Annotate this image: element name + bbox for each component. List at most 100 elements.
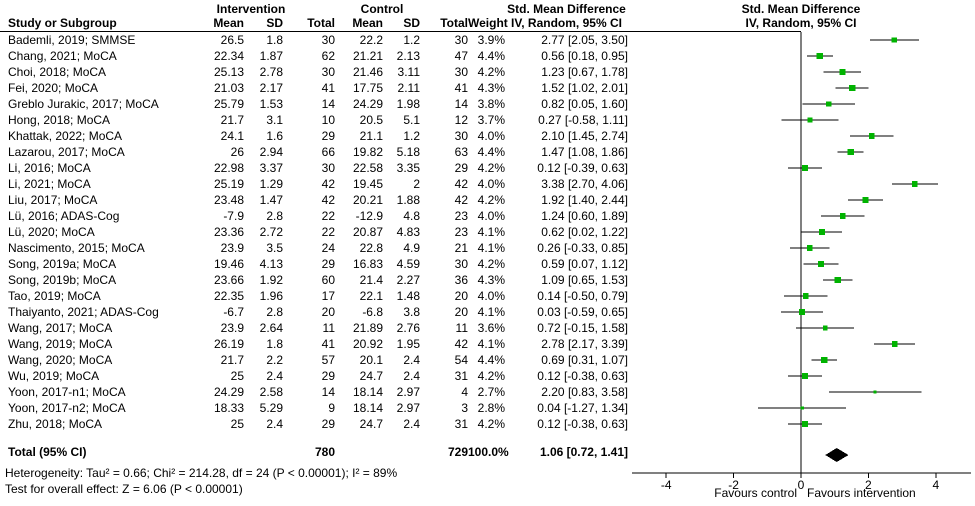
intervention-total: 30: [321, 161, 335, 175]
control-sd: 1.98: [396, 97, 420, 111]
study-row: Yoon, 2017-n2; MoCA 18.33 5.29 9 18.14 2.97 3 2…: [8, 400, 628, 416]
study-label: Lazarou, 2017; MoCA: [8, 145, 125, 159]
intervention-total: 60: [321, 273, 335, 287]
intervention-mean: 22.35: [213, 289, 244, 303]
header-study: Study or Subgroup: [8, 16, 117, 30]
overall-effect-note: Test for overall effect: Z = 6.06 (P < 0…: [5, 482, 243, 496]
intervention-sd: 2.8: [266, 209, 283, 223]
effect-marker: [891, 341, 898, 347]
intervention-mean: 21.03: [213, 81, 244, 95]
intervention-sd: 1.29: [259, 177, 283, 191]
effect-marker: [839, 213, 846, 219]
study-row: Yoon, 2017-n1; MoCA 24.29 2.58 14 18.14 2.97 4…: [8, 384, 628, 400]
study-row: Liu, 2017; MoCA 23.48 1.47 42 20.21 1.88 42 4.2…: [8, 192, 628, 208]
control-mean: 21.89: [352, 321, 383, 335]
intervention-sd: 2.4: [266, 369, 283, 383]
control-total: 23: [454, 225, 468, 239]
favours-control-label: Favours control: [714, 486, 797, 500]
intervention-mean: 21.7: [220, 113, 244, 127]
study-label: Bademli, 2019; SMMSE: [8, 33, 136, 47]
total-smd: 1.06 [0.72, 1.41]: [539, 445, 628, 459]
smd-ci-text: 0.72 [-0.15, 1.58]: [537, 321, 628, 335]
effect-marker: [807, 117, 813, 123]
study-row: Bademli, 2019; SMMSE 26.5 1.8 30 22.2 1.2 30 3.…: [8, 32, 628, 48]
intervention-total: 9: [328, 401, 335, 415]
study-label: Choi, 2018; MoCA: [8, 65, 107, 79]
weight-value: 4.4%: [477, 145, 505, 159]
control-sd: 4.9: [403, 241, 420, 255]
control-mean: 22.8: [359, 241, 383, 255]
control-sd: 1.48: [396, 289, 420, 303]
study-row: Li, 2021; MoCA 25.19 1.29 42 19.45 2 42 4.0% 3.3…: [8, 176, 628, 192]
plot-header-line2: IV, Random, 95% CI: [745, 16, 857, 30]
control-mean: 19.82: [352, 145, 383, 159]
effect-marker: [802, 293, 809, 299]
axis-tick-label: -4: [661, 478, 672, 492]
intervention-mean: 23.9: [220, 241, 244, 255]
intervention-mean: 26: [230, 145, 244, 159]
weight-value: 4.3%: [477, 81, 505, 95]
control-mean: 22.1: [359, 289, 383, 303]
control-sd: 2.97: [396, 385, 420, 399]
header-group-intervention: Intervention: [216, 2, 286, 16]
intervention-sd: 1.53: [259, 97, 283, 111]
intervention-total: 14: [321, 385, 335, 399]
smd-ci-text: 0.12 [-0.38, 0.63]: [537, 369, 628, 383]
intervention-sd: 1.8: [266, 33, 283, 47]
control-mean: 21.1: [359, 129, 383, 143]
control-mean: 18.14: [352, 385, 383, 399]
intervention-mean: 19.46: [213, 257, 244, 271]
intervention-sd: 3.5: [266, 241, 283, 255]
study-row: Wang, 2019; MoCA 26.19 1.8 41 20.92 1.95 42 4.1…: [8, 336, 628, 352]
intervention-total: 22: [321, 225, 335, 239]
smd-ci-text: 1.23 [0.67, 1.78]: [541, 65, 628, 79]
smd-ci-text: 0.56 [0.18, 0.95]: [541, 49, 628, 63]
control-total: 31: [454, 369, 468, 383]
study-label: Wu, 2019; MoCA: [8, 369, 100, 383]
forest-plot-svg: -4 -2 0 2 4 Favours control Favours interventi…: [632, 32, 971, 500]
study-label: Li, 2021; MoCA: [8, 177, 91, 191]
intervention-mean: 25.13: [213, 65, 244, 79]
control-total: 14: [454, 97, 468, 111]
control-sd: 1.88: [396, 193, 420, 207]
effect-marker: [862, 196, 869, 204]
smd-ci-text: 0.03 [-0.59, 0.65]: [537, 305, 628, 319]
control-mean: 19.45: [352, 177, 383, 191]
control-total: 30: [454, 33, 468, 47]
control-sd: 1.95: [396, 337, 420, 351]
effect-marker: [891, 37, 898, 43]
control-sd: 3.11: [397, 65, 420, 79]
effect-marker: [802, 164, 809, 172]
weight-value: 4.2%: [477, 193, 505, 207]
control-total: 30: [454, 129, 468, 143]
study-label: Lü, 2016; ADAS-Cog: [8, 209, 120, 223]
effect-marker: [800, 406, 805, 410]
control-mean: 24.7: [359, 369, 383, 383]
control-sd: 2: [413, 177, 420, 191]
effect-marker: [799, 309, 805, 315]
control-total: 12: [454, 113, 468, 127]
study-label: Thaiyanto, 2021; ADAS-Cog: [8, 305, 159, 319]
weight-value: 2.7%: [477, 385, 505, 399]
smd-ci-text: 3.38 [2.70, 4.06]: [541, 177, 628, 191]
control-mean: 20.1: [359, 353, 383, 367]
intervention-total: 41: [321, 81, 335, 95]
intervention-mean: 24.29: [213, 385, 244, 399]
weight-value: 4.2%: [477, 257, 505, 271]
control-mean: 24.7: [359, 417, 383, 431]
total-intervention-n: 780: [314, 445, 335, 459]
control-mean: 22.2: [359, 33, 383, 47]
intervention-total: 10: [321, 113, 335, 127]
study-rows: Bademli, 2019; SMMSE 26.5 1.8 30 22.2 1.2 30 3.…: [8, 32, 628, 432]
heterogeneity-note: Heterogeneity: Tau² = 0.66; Chi² = 214.2…: [5, 466, 398, 480]
control-mean: 20.87: [352, 225, 383, 239]
study-row: Wang, 2020; MoCA 21.7 2.2 57 20.1 2.4 54 4.4% 0.…: [8, 352, 628, 368]
control-total: 21: [454, 241, 468, 255]
study-row: Khattak, 2022; MoCA 24.1 1.6 29 21.1 1.2 30 4.0…: [8, 128, 628, 144]
effect-marker: [825, 101, 832, 107]
study-label: Tao, 2019; MoCA: [8, 289, 101, 303]
intervention-mean: 25: [230, 417, 244, 431]
intervention-sd: 1.8: [266, 337, 283, 351]
intervention-sd: 1.96: [259, 289, 283, 303]
